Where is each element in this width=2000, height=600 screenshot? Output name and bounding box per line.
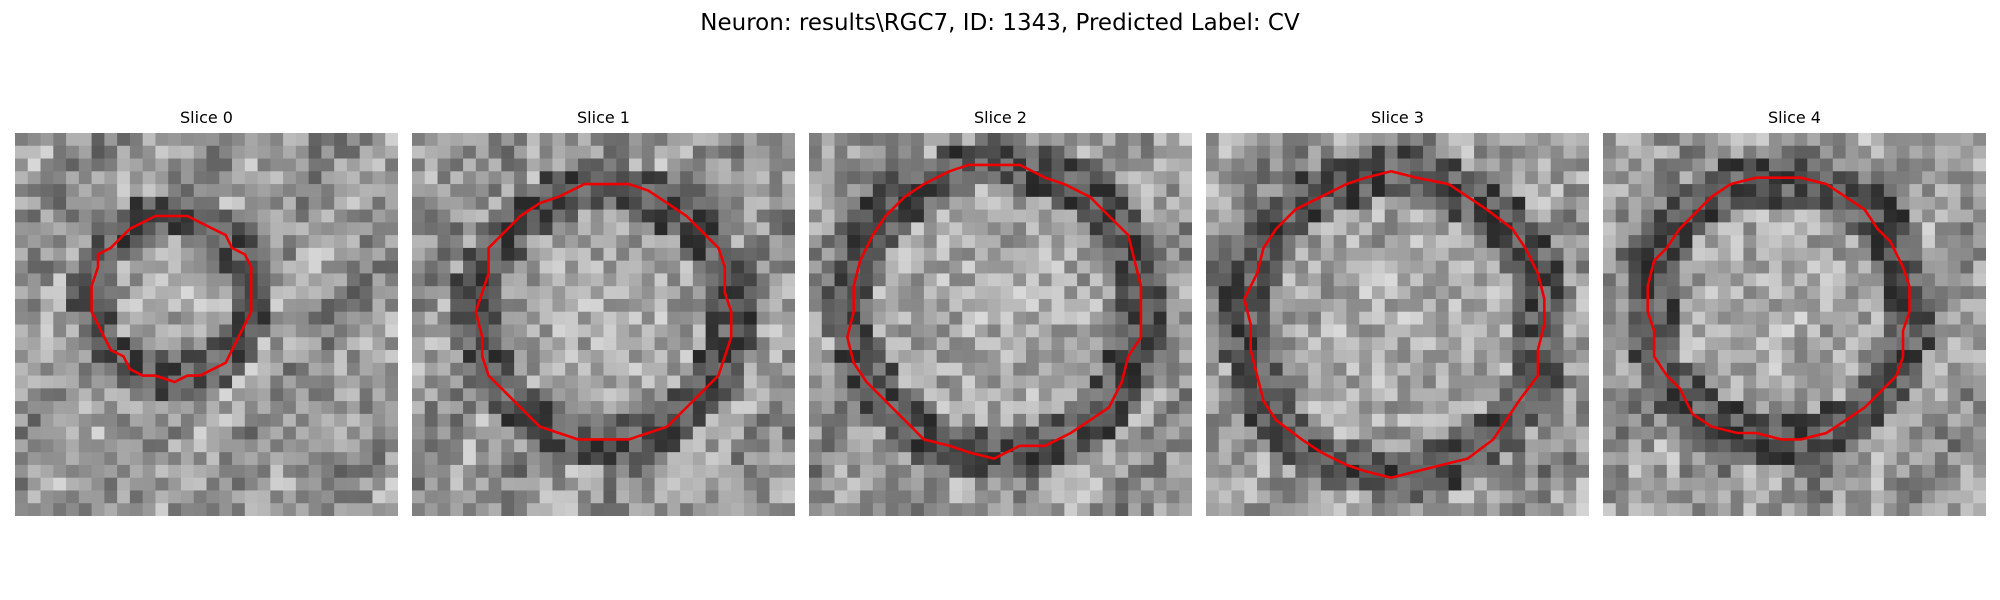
slice-panel-4: Slice 4: [1603, 107, 1986, 516]
segmentation-contour: [1242, 169, 1546, 480]
slice-panel-2: Slice 2: [809, 107, 1192, 516]
slice-image: [412, 133, 795, 516]
slice-title: Slice 2: [974, 108, 1027, 127]
slice-title: Slice 4: [1768, 108, 1821, 127]
segmentation-contour: [1646, 176, 1911, 441]
segmentation-contour: [845, 163, 1143, 460]
figure-title: Neuron: results\RGC7, ID: 1343, Predicte…: [700, 10, 1300, 36]
slice-panel-0: Slice 0: [15, 107, 398, 516]
slice-image: [15, 133, 398, 516]
segmentation-contour: [90, 214, 253, 384]
slice-title: Slice 3: [1371, 108, 1424, 127]
slice-title: Slice 1: [577, 108, 630, 127]
segmentation-contour: [474, 182, 733, 441]
slice-panel-3: Slice 3: [1206, 107, 1589, 516]
slice-image: [1206, 133, 1589, 516]
slice-image: [809, 133, 1192, 516]
slice-title: Slice 0: [180, 108, 233, 127]
slice-image: [1603, 133, 1986, 516]
slice-panel-1: Slice 1: [412, 107, 795, 516]
